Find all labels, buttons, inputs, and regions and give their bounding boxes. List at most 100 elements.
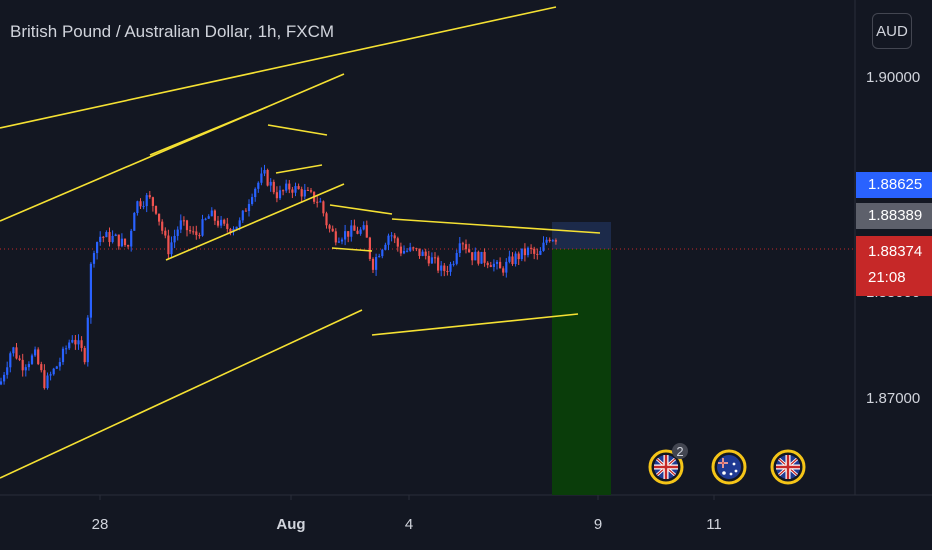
candle-body — [471, 252, 474, 261]
candle-body — [272, 181, 275, 193]
candle-body — [238, 220, 241, 227]
candle-body — [71, 339, 74, 343]
candle-body — [139, 201, 142, 207]
y-tick-1.90000: 1.90000 — [866, 69, 920, 86]
candle-body — [6, 367, 9, 375]
candle-body — [161, 221, 164, 231]
candle-body — [480, 251, 483, 264]
candle-body — [430, 257, 433, 264]
candle-body — [424, 251, 427, 256]
candle-body — [347, 231, 350, 237]
candle-body — [297, 186, 300, 190]
candle-body — [393, 235, 396, 239]
pennant-a-top[interactable] — [329, 204, 393, 215]
candle-body — [285, 183, 288, 191]
candle-body — [86, 317, 89, 363]
triangle-top[interactable] — [391, 218, 601, 234]
candle-body — [294, 186, 297, 193]
event-flag-3[interactable] — [770, 449, 806, 485]
candle-body — [108, 232, 111, 243]
candle-body — [263, 170, 266, 174]
candle-body — [223, 219, 226, 224]
candle-body — [266, 170, 269, 186]
candle-body — [21, 359, 24, 371]
candle-body — [254, 188, 257, 198]
trendline-channel-top[interactable] — [0, 73, 345, 222]
candle-body — [133, 212, 136, 231]
trendline-outer-bottom[interactable] — [0, 309, 363, 479]
candle-body — [353, 225, 356, 231]
candle-body — [309, 190, 313, 192]
event-flag-1[interactable]: 2 — [648, 443, 688, 485]
candle-body — [207, 216, 210, 219]
candle-body — [548, 239, 551, 241]
candle-body — [9, 353, 12, 368]
candle-body — [523, 248, 526, 256]
candle-body — [12, 347, 15, 354]
candle-body — [446, 271, 449, 273]
trendline-outer-top[interactable] — [0, 6, 557, 129]
candle-body — [464, 244, 468, 250]
candle-body — [387, 235, 390, 245]
candle-body — [443, 265, 446, 272]
candle-body — [185, 220, 189, 231]
candle-body — [170, 242, 173, 255]
candle-body — [173, 235, 176, 243]
candle-body — [24, 367, 27, 371]
candle-body — [158, 213, 161, 222]
candle-body — [192, 231, 195, 233]
candle-body — [68, 342, 71, 349]
candle-body — [539, 250, 542, 255]
candle-body — [334, 231, 337, 243]
candle-body — [433, 257, 437, 259]
candle-body — [359, 229, 362, 234]
event-flag-2[interactable] — [711, 449, 747, 485]
candle-body — [449, 264, 452, 272]
trendline-channel-lower-mid[interactable] — [165, 183, 345, 261]
candle-body — [61, 348, 65, 363]
candle-body — [220, 219, 223, 226]
candle-body — [148, 195, 151, 198]
flag-bottom[interactable] — [275, 164, 323, 174]
candle-body — [27, 363, 30, 368]
position-target-zone[interactable] — [552, 249, 611, 495]
x-tick-9: 9 — [594, 516, 602, 533]
candle-body — [275, 192, 278, 199]
pennant-a-bottom[interactable] — [331, 247, 373, 252]
candle-body — [545, 239, 548, 243]
trendline-channel-upper-mid[interactable] — [149, 106, 268, 156]
candle-body — [409, 247, 412, 251]
candle-body — [34, 349, 37, 356]
candle-body — [486, 262, 489, 266]
candle-body — [204, 218, 207, 220]
candle-body — [402, 250, 406, 254]
chart-title: British Pound / Australian Dollar, 1h, F… — [10, 22, 335, 41]
trendlines[interactable] — [0, 6, 601, 479]
candle-body — [105, 232, 108, 238]
candle-body — [89, 263, 92, 318]
candle-body — [368, 237, 371, 259]
candle-body — [123, 238, 127, 246]
candle-body — [92, 253, 96, 264]
candle-body — [65, 348, 68, 350]
triangle-bottom[interactable] — [371, 313, 579, 336]
currency-button[interactable]: AUD — [872, 13, 912, 49]
candle-body — [492, 263, 495, 267]
candle-body — [344, 231, 347, 240]
candle-body — [427, 255, 430, 264]
candle-body — [130, 230, 133, 247]
candle-body — [117, 234, 120, 247]
mid-price-tag: 1.88389 — [856, 203, 932, 229]
candle-body — [520, 248, 523, 260]
candle-body — [176, 229, 179, 236]
candle-body — [331, 228, 334, 232]
candle-body — [55, 366, 58, 369]
candle-body — [145, 195, 148, 207]
candle-body — [235, 226, 238, 229]
candle-body — [508, 256, 511, 262]
flag-top[interactable] — [267, 124, 328, 136]
candle-body — [102, 236, 105, 238]
position-stop-zone[interactable] — [552, 222, 611, 249]
candle-body — [530, 247, 533, 249]
